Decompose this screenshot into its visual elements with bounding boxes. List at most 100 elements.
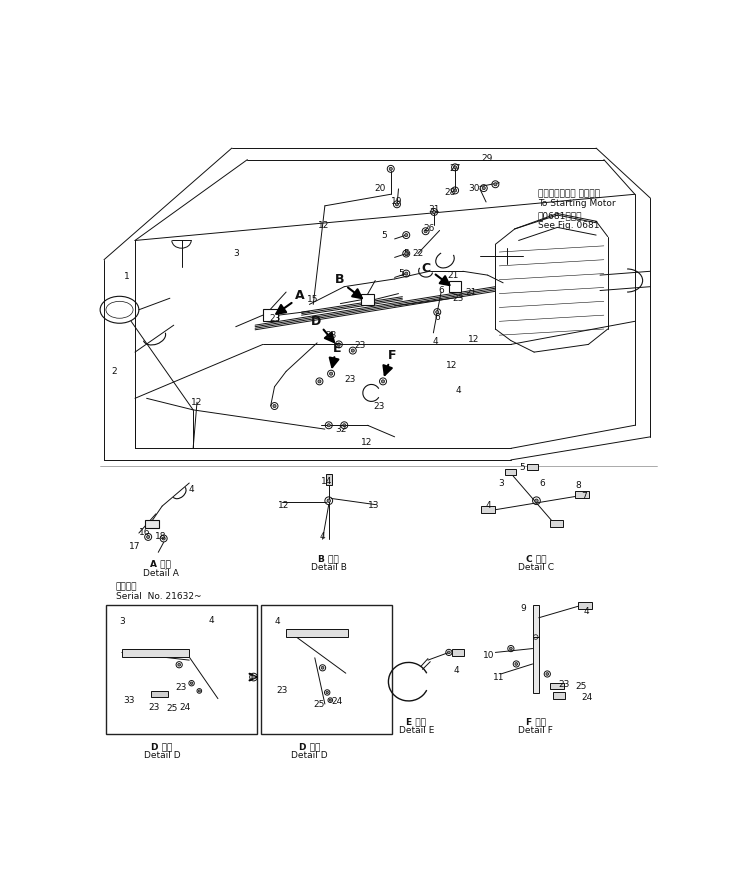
Text: 3: 3 <box>119 617 125 626</box>
Bar <box>262 604 392 734</box>
Text: 24: 24 <box>180 703 191 713</box>
Bar <box>550 684 564 689</box>
Text: Serial  No. 21632~: Serial No. 21632~ <box>115 592 201 601</box>
Circle shape <box>454 166 457 169</box>
Bar <box>449 281 461 292</box>
Circle shape <box>330 700 331 701</box>
Text: 11: 11 <box>493 672 504 682</box>
Circle shape <box>327 499 330 502</box>
Text: Detail D: Detail D <box>291 751 327 760</box>
Circle shape <box>198 690 200 692</box>
Text: 13: 13 <box>368 501 379 510</box>
Text: 25: 25 <box>166 704 178 713</box>
Text: 19: 19 <box>391 197 403 206</box>
Text: D: D <box>310 315 321 328</box>
Text: 12: 12 <box>318 220 329 230</box>
Text: Detail F: Detail F <box>518 727 553 736</box>
Circle shape <box>252 676 255 678</box>
Text: 23: 23 <box>276 686 288 695</box>
Text: 26: 26 <box>423 225 435 233</box>
Text: 4: 4 <box>433 337 438 346</box>
Text: 25: 25 <box>314 700 325 709</box>
Text: Detail C: Detail C <box>519 563 554 573</box>
Text: 5: 5 <box>519 463 525 472</box>
Text: 31: 31 <box>429 205 440 214</box>
Bar <box>551 520 563 527</box>
Text: 23: 23 <box>373 402 385 411</box>
Text: 23: 23 <box>176 683 187 692</box>
Text: 33: 33 <box>123 696 134 705</box>
Text: 16: 16 <box>138 528 150 537</box>
Circle shape <box>337 343 341 346</box>
Text: E: E <box>333 342 341 355</box>
Circle shape <box>191 682 193 685</box>
Text: 23: 23 <box>355 342 367 351</box>
Text: 30: 30 <box>469 184 480 194</box>
Circle shape <box>395 203 398 206</box>
Text: 6: 6 <box>539 479 545 488</box>
Text: Detail A: Detail A <box>143 568 179 578</box>
Bar <box>505 470 517 476</box>
Circle shape <box>482 187 486 189</box>
Text: 第0681図参照: 第0681図参照 <box>538 211 582 220</box>
Text: 27: 27 <box>449 165 460 174</box>
Circle shape <box>546 672 548 676</box>
Text: 7: 7 <box>581 492 587 500</box>
Circle shape <box>326 692 328 693</box>
Bar <box>533 604 539 693</box>
Text: 3: 3 <box>499 478 505 487</box>
Circle shape <box>330 372 333 375</box>
Text: 4: 4 <box>486 501 491 510</box>
Text: B 詳細: B 詳細 <box>319 554 339 563</box>
Text: 2: 2 <box>112 366 117 376</box>
Circle shape <box>454 189 457 192</box>
Text: 12: 12 <box>446 360 457 370</box>
Circle shape <box>405 233 408 237</box>
Text: 5: 5 <box>398 269 403 278</box>
Text: D 詳細: D 詳細 <box>151 742 173 751</box>
Circle shape <box>318 380 321 383</box>
Text: E 詳細: E 詳細 <box>406 717 426 726</box>
Text: 22: 22 <box>412 249 423 258</box>
Text: 21: 21 <box>465 288 476 297</box>
Text: 4: 4 <box>208 616 214 625</box>
Text: 32: 32 <box>336 425 347 433</box>
Circle shape <box>389 167 392 170</box>
Circle shape <box>343 424 346 426</box>
Bar <box>263 309 279 322</box>
Circle shape <box>178 663 180 666</box>
Text: 6: 6 <box>438 286 444 295</box>
Text: F 詳細: F 詳細 <box>525 717 545 726</box>
Text: A 詳細: A 詳細 <box>150 559 171 568</box>
Circle shape <box>448 651 450 654</box>
Text: 24: 24 <box>331 697 342 707</box>
Text: 12: 12 <box>278 501 290 510</box>
Bar <box>106 604 257 734</box>
Text: 23: 23 <box>325 330 337 340</box>
Text: 15: 15 <box>307 295 319 304</box>
Bar <box>553 692 565 699</box>
Text: 4: 4 <box>584 607 590 616</box>
Text: 23: 23 <box>149 703 160 713</box>
Circle shape <box>436 310 439 314</box>
Text: 17: 17 <box>129 542 140 551</box>
Text: 25: 25 <box>575 682 586 691</box>
Text: Detail E: Detail E <box>398 727 434 736</box>
Bar <box>122 649 189 657</box>
Text: 23: 23 <box>270 314 281 322</box>
Text: スターティング モータヘ: スターティング モータヘ <box>538 189 600 199</box>
Text: C: C <box>421 262 430 275</box>
Circle shape <box>535 499 538 502</box>
Text: 4: 4 <box>454 666 460 675</box>
Text: 4: 4 <box>455 386 461 395</box>
Text: 9: 9 <box>520 604 526 613</box>
Text: 12: 12 <box>361 438 372 447</box>
Circle shape <box>327 424 330 426</box>
Text: 28: 28 <box>445 189 456 197</box>
Bar <box>575 492 589 499</box>
Bar <box>145 520 159 528</box>
Text: 23: 23 <box>559 680 570 689</box>
Text: Detail B: Detail B <box>311 563 347 573</box>
Bar <box>527 463 538 470</box>
Circle shape <box>273 404 276 408</box>
